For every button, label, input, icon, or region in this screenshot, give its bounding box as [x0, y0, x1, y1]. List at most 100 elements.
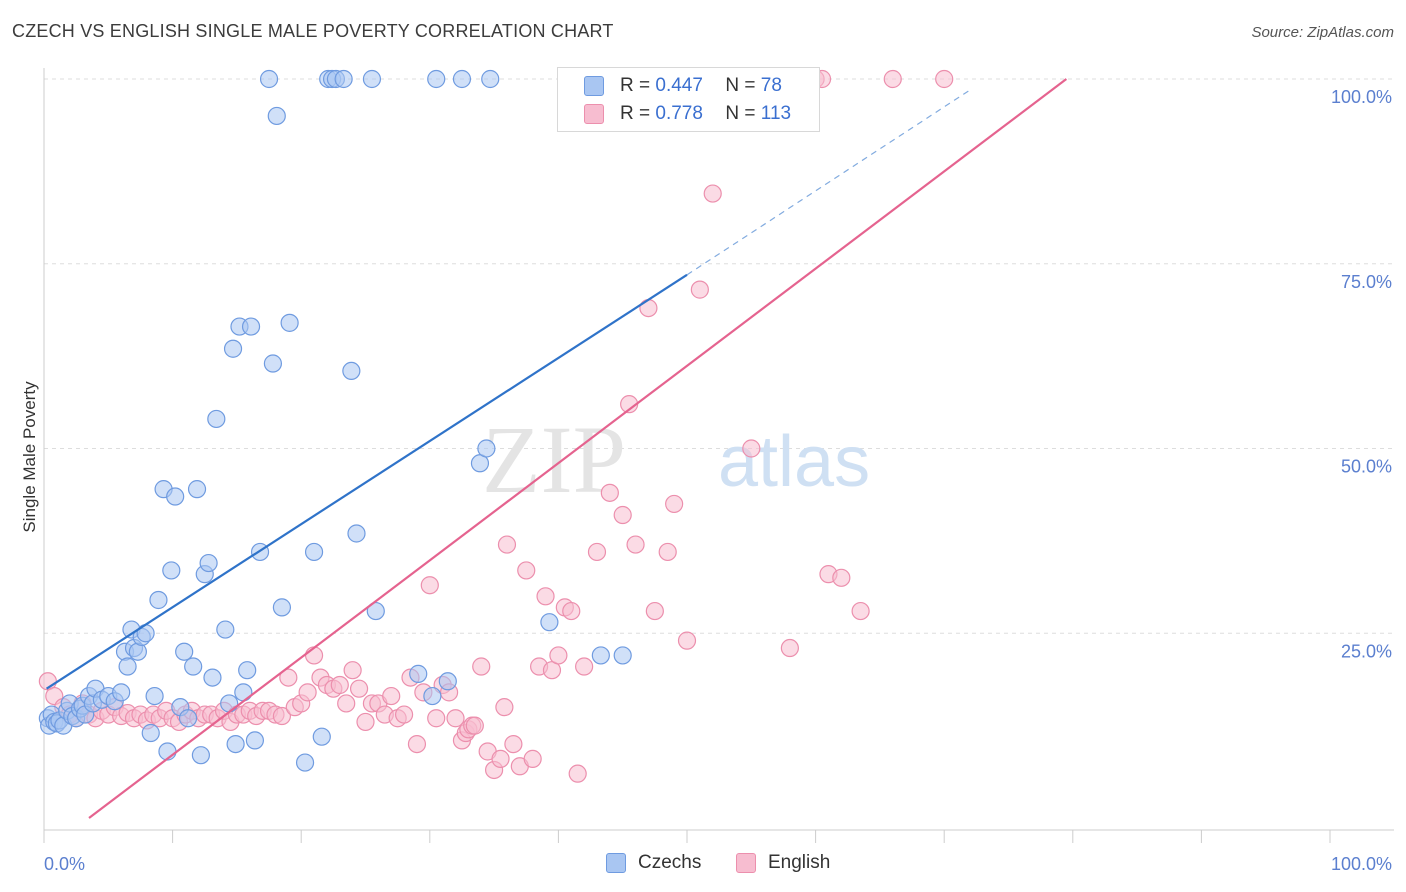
english-point — [382, 686, 401, 706]
english-point — [517, 561, 536, 580]
czech-point — [613, 646, 632, 665]
english-point — [272, 706, 292, 726]
czechs-swatch — [606, 853, 626, 873]
english-n-label: N = — [725, 103, 756, 124]
czech-point — [178, 709, 198, 728]
grid-lines — [44, 78, 1394, 634]
legend-row-czech: R = 0.447 N = 78 — [584, 73, 782, 99]
czech-point — [366, 601, 385, 621]
english-point — [330, 675, 349, 695]
english-r-value: 0.778 — [655, 103, 703, 124]
czech-point — [226, 734, 245, 754]
czech-point — [187, 480, 207, 499]
y-tick-label: 50.0% — [1341, 457, 1392, 477]
english-point — [495, 698, 514, 717]
czech-point — [481, 69, 500, 89]
watermark-atlas: atlas — [718, 422, 870, 502]
english-point — [639, 298, 658, 318]
series-legend: Czechs English — [0, 852, 1406, 878]
czech-point — [259, 69, 279, 89]
czech-point — [342, 361, 361, 381]
czech-point — [162, 561, 181, 580]
czech-point — [272, 598, 292, 617]
source-label: Source: ZipAtlas.com — [1251, 24, 1394, 41]
english-point — [349, 679, 369, 698]
czech-point — [312, 727, 331, 746]
english-point — [780, 638, 799, 658]
english-point — [613, 505, 632, 525]
english-legend-swatch — [736, 853, 756, 873]
y-tick-label: 75.0% — [1341, 272, 1392, 292]
czech-point — [220, 694, 239, 713]
english-point — [491, 749, 510, 768]
english-point — [935, 69, 954, 89]
english-point — [677, 631, 697, 650]
english-point — [465, 716, 484, 735]
czech-point — [438, 672, 457, 691]
czech-point — [141, 723, 160, 743]
czech-swatch — [584, 76, 604, 96]
english-point — [356, 712, 375, 732]
czech-points — [38, 69, 632, 772]
czech-point — [207, 409, 226, 429]
czech-trendline-extension — [686, 89, 971, 276]
czech-point — [112, 683, 131, 702]
legend-item-czechs: Czechs — [606, 852, 701, 874]
czech-point — [216, 620, 235, 639]
czech-point — [245, 731, 265, 750]
english-point — [658, 542, 677, 562]
czech-point — [304, 542, 324, 562]
english-point — [600, 483, 619, 502]
english-r-label: R = — [620, 103, 651, 124]
czech-point — [362, 69, 382, 89]
english-point — [562, 601, 581, 621]
czech-point — [191, 746, 210, 765]
english-point — [446, 709, 465, 728]
english-n-value: 113 — [760, 103, 792, 124]
english-point — [279, 668, 298, 687]
english-point — [497, 535, 517, 554]
czech-point — [175, 642, 194, 661]
czech-trendline — [45, 273, 688, 690]
legend-item-english: English — [736, 852, 830, 874]
czech-point — [540, 613, 559, 632]
czech-point — [203, 668, 222, 687]
stats-legend: R = 0.447 N = 78 R = 0.778 N = 113 — [557, 67, 820, 132]
english-point — [472, 657, 491, 676]
czech-r-label: R = — [620, 75, 651, 96]
czech-point — [427, 69, 446, 89]
x-tick-label: 100.0% — [1331, 854, 1392, 874]
english-swatch — [584, 104, 604, 124]
english-trendline — [88, 78, 1068, 819]
english-point — [703, 184, 722, 203]
czech-point — [145, 686, 164, 706]
y-axis-label: Single Male Poverty — [20, 381, 39, 533]
czech-point — [223, 339, 243, 358]
english-point — [343, 661, 362, 680]
english-point — [549, 646, 568, 665]
english-point — [504, 734, 523, 754]
czech-n-label: N = — [725, 75, 756, 96]
czech-point — [238, 661, 257, 680]
english-point — [645, 601, 664, 621]
czech-point — [166, 487, 185, 506]
english-point — [298, 683, 317, 702]
english-point — [851, 601, 870, 621]
english-point — [832, 568, 851, 587]
english-point — [420, 576, 439, 595]
czechs-label: Czechs — [638, 852, 702, 873]
czech-point — [118, 657, 137, 676]
axes — [43, 68, 1394, 843]
english-label: English — [768, 852, 831, 873]
english-point — [587, 542, 607, 562]
english-point — [690, 280, 709, 299]
czech-point — [149, 590, 168, 610]
english-point — [304, 646, 324, 665]
czech-point — [234, 683, 253, 702]
czech-point — [184, 657, 203, 676]
x-tick-label: 0.0% — [44, 854, 85, 874]
english-point — [568, 764, 587, 783]
english-point — [523, 749, 542, 768]
czech-point — [347, 524, 366, 543]
